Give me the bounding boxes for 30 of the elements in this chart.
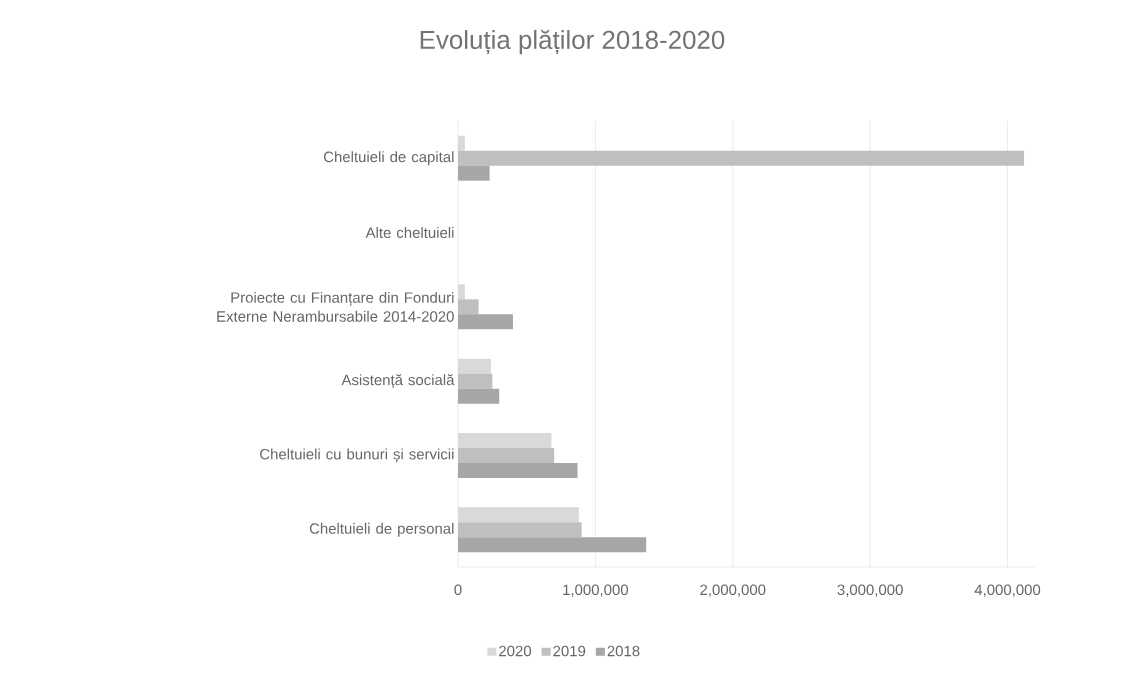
x-tick-label: 4,000,000 bbox=[974, 584, 1041, 597]
bar bbox=[458, 150, 1025, 166]
y-tick-label: Alte cheltuieli bbox=[365, 227, 454, 238]
bar bbox=[458, 448, 555, 464]
bar bbox=[458, 135, 465, 151]
bar bbox=[458, 314, 513, 330]
legend-label: 2019 bbox=[553, 645, 586, 657]
legend-label: 2018 bbox=[607, 645, 640, 657]
bar bbox=[458, 358, 491, 374]
y-tick-label: Cheltuieli de capital bbox=[323, 151, 454, 166]
y-tick-label: Asistență socială bbox=[341, 374, 455, 389]
y-tick-label: Cheltuieli cu bunuri și servicii bbox=[260, 448, 454, 463]
legend-label: 2020 bbox=[499, 645, 532, 657]
x-tick-label: 3,000,000 bbox=[837, 584, 903, 597]
bar bbox=[458, 463, 578, 479]
bar bbox=[458, 165, 490, 181]
bar bbox=[458, 373, 493, 389]
bar bbox=[458, 388, 500, 404]
bar bbox=[458, 537, 647, 553]
bar bbox=[458, 522, 582, 538]
bar bbox=[458, 507, 579, 523]
x-tick-label: 1,000,000 bbox=[563, 584, 629, 597]
x-tick-label: 2,000,000 bbox=[700, 584, 766, 597]
y-tick-label: Cheltuieli de personal bbox=[309, 522, 454, 537]
bar bbox=[458, 284, 465, 300]
y-tick-label: Proiecte cu Finanțare din Fonduri Externe Nerambursabile 2014-2020 bbox=[217, 291, 454, 322]
bar bbox=[458, 299, 479, 315]
x-tick-label: 0 bbox=[454, 584, 462, 596]
bar bbox=[458, 433, 552, 449]
chart-title: Evoluția plăților 2018-2020 bbox=[420, 29, 725, 55]
